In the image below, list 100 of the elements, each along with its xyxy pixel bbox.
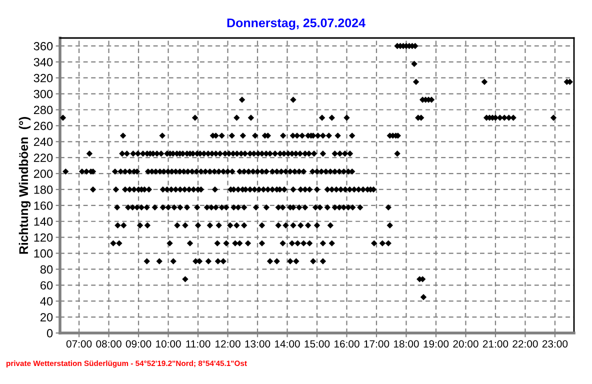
point: [328, 240, 335, 246]
y-tick-label: 40: [40, 297, 53, 306]
point: [86, 150, 93, 157]
point: [83, 168, 90, 175]
point: [316, 204, 324, 211]
point: [385, 240, 392, 246]
point: [280, 240, 286, 246]
point: [346, 150, 354, 157]
point: [280, 132, 286, 139]
y-tick-label: 340: [34, 58, 53, 66]
point: [240, 132, 246, 139]
point: [216, 150, 224, 157]
point: [310, 258, 316, 264]
point: [324, 186, 331, 193]
y-tick-label: 220: [34, 154, 53, 162]
point: [294, 240, 301, 246]
point: [129, 204, 136, 211]
x-tick-label: 13:00: [245, 340, 270, 348]
point: [254, 168, 261, 175]
y-tick-label: 300: [34, 90, 53, 98]
x-tick-label: 15:00: [304, 340, 330, 348]
point: [348, 132, 356, 139]
point: [194, 222, 202, 228]
point: [130, 150, 136, 157]
point: [412, 78, 420, 85]
y-tick-label: 160: [34, 201, 53, 210]
point: [248, 114, 254, 121]
point: [166, 240, 173, 246]
point: [296, 150, 304, 157]
point: [130, 186, 138, 193]
point: [212, 186, 218, 193]
point: [206, 168, 214, 175]
point: [250, 168, 256, 175]
point: [290, 222, 296, 228]
point: [327, 222, 334, 228]
point: [182, 222, 188, 228]
point: [228, 132, 236, 139]
point: [119, 150, 126, 157]
y-axis-title: Richtung Windböen (°): [18, 117, 31, 254]
point: [186, 240, 194, 246]
point: [318, 168, 325, 175]
point: [263, 168, 270, 175]
point: [306, 186, 313, 193]
point: [136, 222, 144, 228]
point: [258, 240, 266, 246]
point: [156, 258, 162, 264]
x-tick-label: 19:00: [424, 340, 449, 348]
point: [357, 204, 364, 211]
x-tick-label: 22:00: [512, 340, 538, 348]
x-tick-label: 23:00: [542, 340, 568, 348]
point: [241, 204, 248, 211]
y-tick-label: 320: [34, 74, 53, 82]
point: [379, 240, 386, 246]
point: [241, 222, 248, 228]
point: [328, 114, 335, 121]
point: [202, 168, 209, 175]
point: [258, 168, 266, 175]
point: [90, 186, 96, 193]
point: [244, 240, 252, 246]
point: [287, 258, 294, 264]
point: [214, 258, 222, 264]
y-tick-label: 20: [40, 313, 53, 322]
point: [314, 222, 320, 228]
point: [327, 168, 334, 175]
point: [245, 168, 252, 175]
point: [146, 186, 152, 193]
point: [386, 222, 393, 228]
point: [290, 186, 296, 193]
x-tick-label: 18:00: [394, 340, 419, 348]
point: [299, 132, 306, 139]
point: [229, 168, 236, 175]
point: [350, 204, 356, 211]
point: [310, 150, 318, 157]
point: [184, 204, 190, 211]
point: [306, 240, 313, 246]
point: [550, 114, 557, 121]
y-tick-label: 60: [40, 281, 53, 290]
point: [258, 222, 266, 228]
point: [204, 204, 210, 211]
point: [272, 150, 278, 157]
point: [206, 222, 214, 228]
x-tick-label: 16:00: [334, 340, 360, 348]
point: [78, 168, 86, 175]
point: [320, 132, 326, 139]
y-tick-label: 180: [34, 186, 53, 194]
point: [282, 222, 289, 228]
y-tick-label: 260: [34, 122, 53, 130]
point: [134, 150, 142, 157]
y-tick-label: 140: [34, 217, 53, 226]
point: [211, 168, 218, 175]
x-tick-label: 12:00: [216, 340, 240, 348]
point: [236, 240, 243, 246]
point: [300, 240, 307, 246]
point: [198, 168, 204, 175]
point: [160, 204, 166, 211]
point: [122, 168, 128, 175]
point: [120, 222, 127, 228]
y-tick-label: 80: [40, 265, 53, 274]
point: [152, 204, 158, 211]
point: [264, 186, 272, 193]
